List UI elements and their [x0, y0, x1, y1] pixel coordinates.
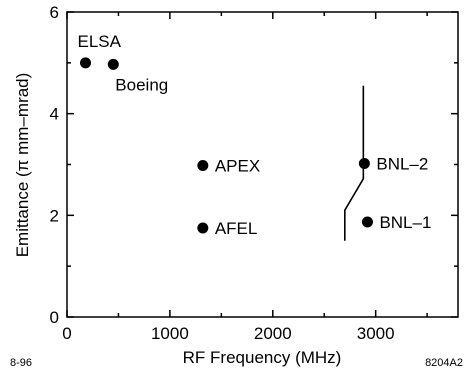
axis-tick-labels: 0 1000 2000 3000 0 2 4 6: [50, 3, 395, 343]
y-tick-label-0: 0: [50, 308, 59, 327]
x-tick-label-1000: 1000: [151, 324, 189, 343]
point-elsa: [80, 57, 92, 69]
y-tick-label-4: 4: [50, 105, 59, 124]
x-tick-label-3000: 3000: [357, 324, 395, 343]
footnote-left: 8-96: [10, 357, 32, 369]
point-afel: [197, 222, 209, 234]
y-tick-label-6: 6: [50, 3, 59, 22]
axis-ticks: [66, 11, 458, 318]
footnote-right: 8204A2: [425, 357, 463, 369]
y-axis-title: Emittance (π mm–mrad): [13, 73, 32, 258]
point-label-bnl-2: BNL–2: [376, 154, 428, 173]
point-apex: [197, 160, 209, 172]
point-label-afel: AFEL: [215, 219, 258, 238]
point-label-boeing: Boeing: [115, 75, 168, 94]
x-axis-title: RF Frequency (MHz): [183, 348, 342, 367]
point-label-elsa: ELSA: [78, 32, 122, 51]
point-label-bnl-1: BNL–1: [379, 213, 431, 232]
y-tick-label-2: 2: [50, 206, 59, 225]
point-label-apex: APEX: [215, 157, 260, 176]
point-bnl-2: [358, 157, 370, 169]
data-series: ELSA Boeing APEX AFEL BNL–2 BNL–1: [78, 32, 431, 241]
point-bnl-1: [361, 216, 373, 228]
x-tick-label-2000: 2000: [254, 324, 292, 343]
x-tick-label-0: 0: [62, 324, 71, 343]
point-boeing: [107, 58, 119, 70]
bnl-curve: [344, 85, 365, 241]
